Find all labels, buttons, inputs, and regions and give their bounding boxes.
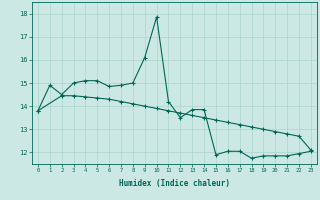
X-axis label: Humidex (Indice chaleur): Humidex (Indice chaleur) <box>119 179 230 188</box>
